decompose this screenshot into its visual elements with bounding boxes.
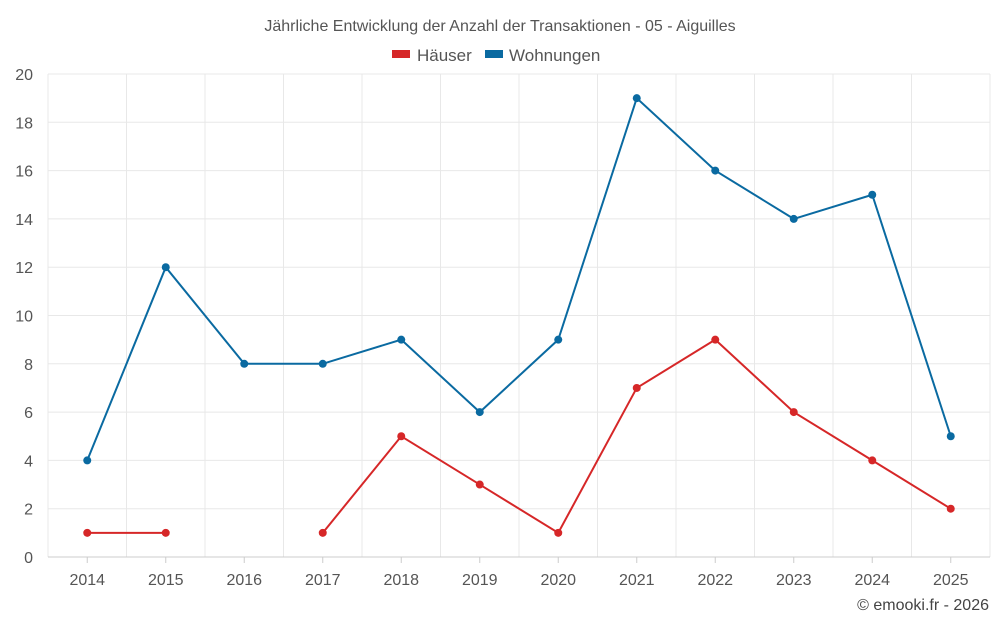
y-tick-label: 10 bbox=[15, 309, 33, 326]
y-tick-label: 20 bbox=[15, 67, 33, 84]
data-point[interactable] bbox=[397, 335, 406, 344]
legend-swatch-haeuser bbox=[392, 50, 410, 58]
x-tick-label: 2020 bbox=[540, 572, 576, 589]
data-point[interactable] bbox=[240, 359, 249, 368]
y-tick-label: 16 bbox=[15, 164, 33, 181]
x-tick-label: 2014 bbox=[69, 572, 105, 589]
x-tick-label: 2025 bbox=[933, 572, 969, 589]
legend-label-haeuser[interactable]: Häuser bbox=[417, 46, 472, 65]
legend: Häuser Wohnungen bbox=[392, 46, 600, 65]
data-point[interactable] bbox=[161, 263, 170, 272]
axes: 0 2 4 6 8 10 12 14 16 18 20 2014 2015 2016 2017 2018 201… bbox=[15, 67, 990, 589]
data-point[interactable] bbox=[946, 504, 955, 513]
chart-title: Jährliche Entwicklung der Anzahl der Tra… bbox=[264, 18, 735, 35]
data-point[interactable] bbox=[554, 528, 563, 537]
x-tick-label: 2019 bbox=[462, 572, 498, 589]
x-tick-label: 2021 bbox=[619, 572, 655, 589]
series-line bbox=[321, 338, 952, 535]
data-point[interactable] bbox=[711, 166, 720, 175]
data-point[interactable] bbox=[554, 335, 563, 344]
data-point[interactable] bbox=[632, 383, 641, 392]
data-point[interactable] bbox=[789, 408, 798, 417]
x-tick-label: 2017 bbox=[305, 572, 341, 589]
series-haeuser bbox=[83, 335, 955, 537]
x-tick-label: 2023 bbox=[776, 572, 812, 589]
data-point[interactable] bbox=[632, 94, 641, 103]
data-point[interactable] bbox=[711, 335, 720, 344]
data-point[interactable] bbox=[946, 432, 955, 441]
gridlines bbox=[47, 73, 991, 558]
x-tick-label: 2018 bbox=[383, 572, 419, 589]
data-point[interactable] bbox=[83, 456, 92, 465]
data-point[interactable] bbox=[868, 456, 877, 465]
y-tick-label: 12 bbox=[15, 260, 33, 277]
data-point[interactable] bbox=[789, 214, 798, 223]
data-point[interactable] bbox=[868, 190, 877, 199]
y-tick-label: 18 bbox=[15, 115, 33, 132]
y-tick-label: 14 bbox=[15, 212, 33, 229]
data-point[interactable] bbox=[475, 408, 484, 417]
x-tick-label: 2016 bbox=[226, 572, 262, 589]
y-tick-label: 8 bbox=[24, 357, 33, 374]
credit-text: © emooki.fr - 2026 bbox=[857, 597, 989, 614]
data-point[interactable] bbox=[161, 528, 170, 537]
data-point[interactable] bbox=[318, 528, 327, 537]
data-point[interactable] bbox=[318, 359, 327, 368]
series bbox=[83, 94, 955, 537]
x-tick-label: 2024 bbox=[854, 572, 890, 589]
y-tick-label: 6 bbox=[24, 405, 33, 422]
x-tick-label: 2022 bbox=[697, 572, 733, 589]
y-tick-label: 2 bbox=[24, 502, 33, 519]
legend-swatch-wohnungen bbox=[485, 50, 503, 58]
y-tick-label: 0 bbox=[24, 550, 33, 567]
series-line bbox=[86, 96, 952, 461]
data-point[interactable] bbox=[475, 480, 484, 489]
x-tick-label: 2015 bbox=[148, 572, 184, 589]
y-tick-label: 4 bbox=[24, 453, 33, 470]
legend-label-wohnungen[interactable]: Wohnungen bbox=[509, 46, 600, 65]
series-wohnungen bbox=[83, 94, 955, 465]
data-point[interactable] bbox=[83, 528, 92, 537]
data-point[interactable] bbox=[397, 432, 406, 441]
